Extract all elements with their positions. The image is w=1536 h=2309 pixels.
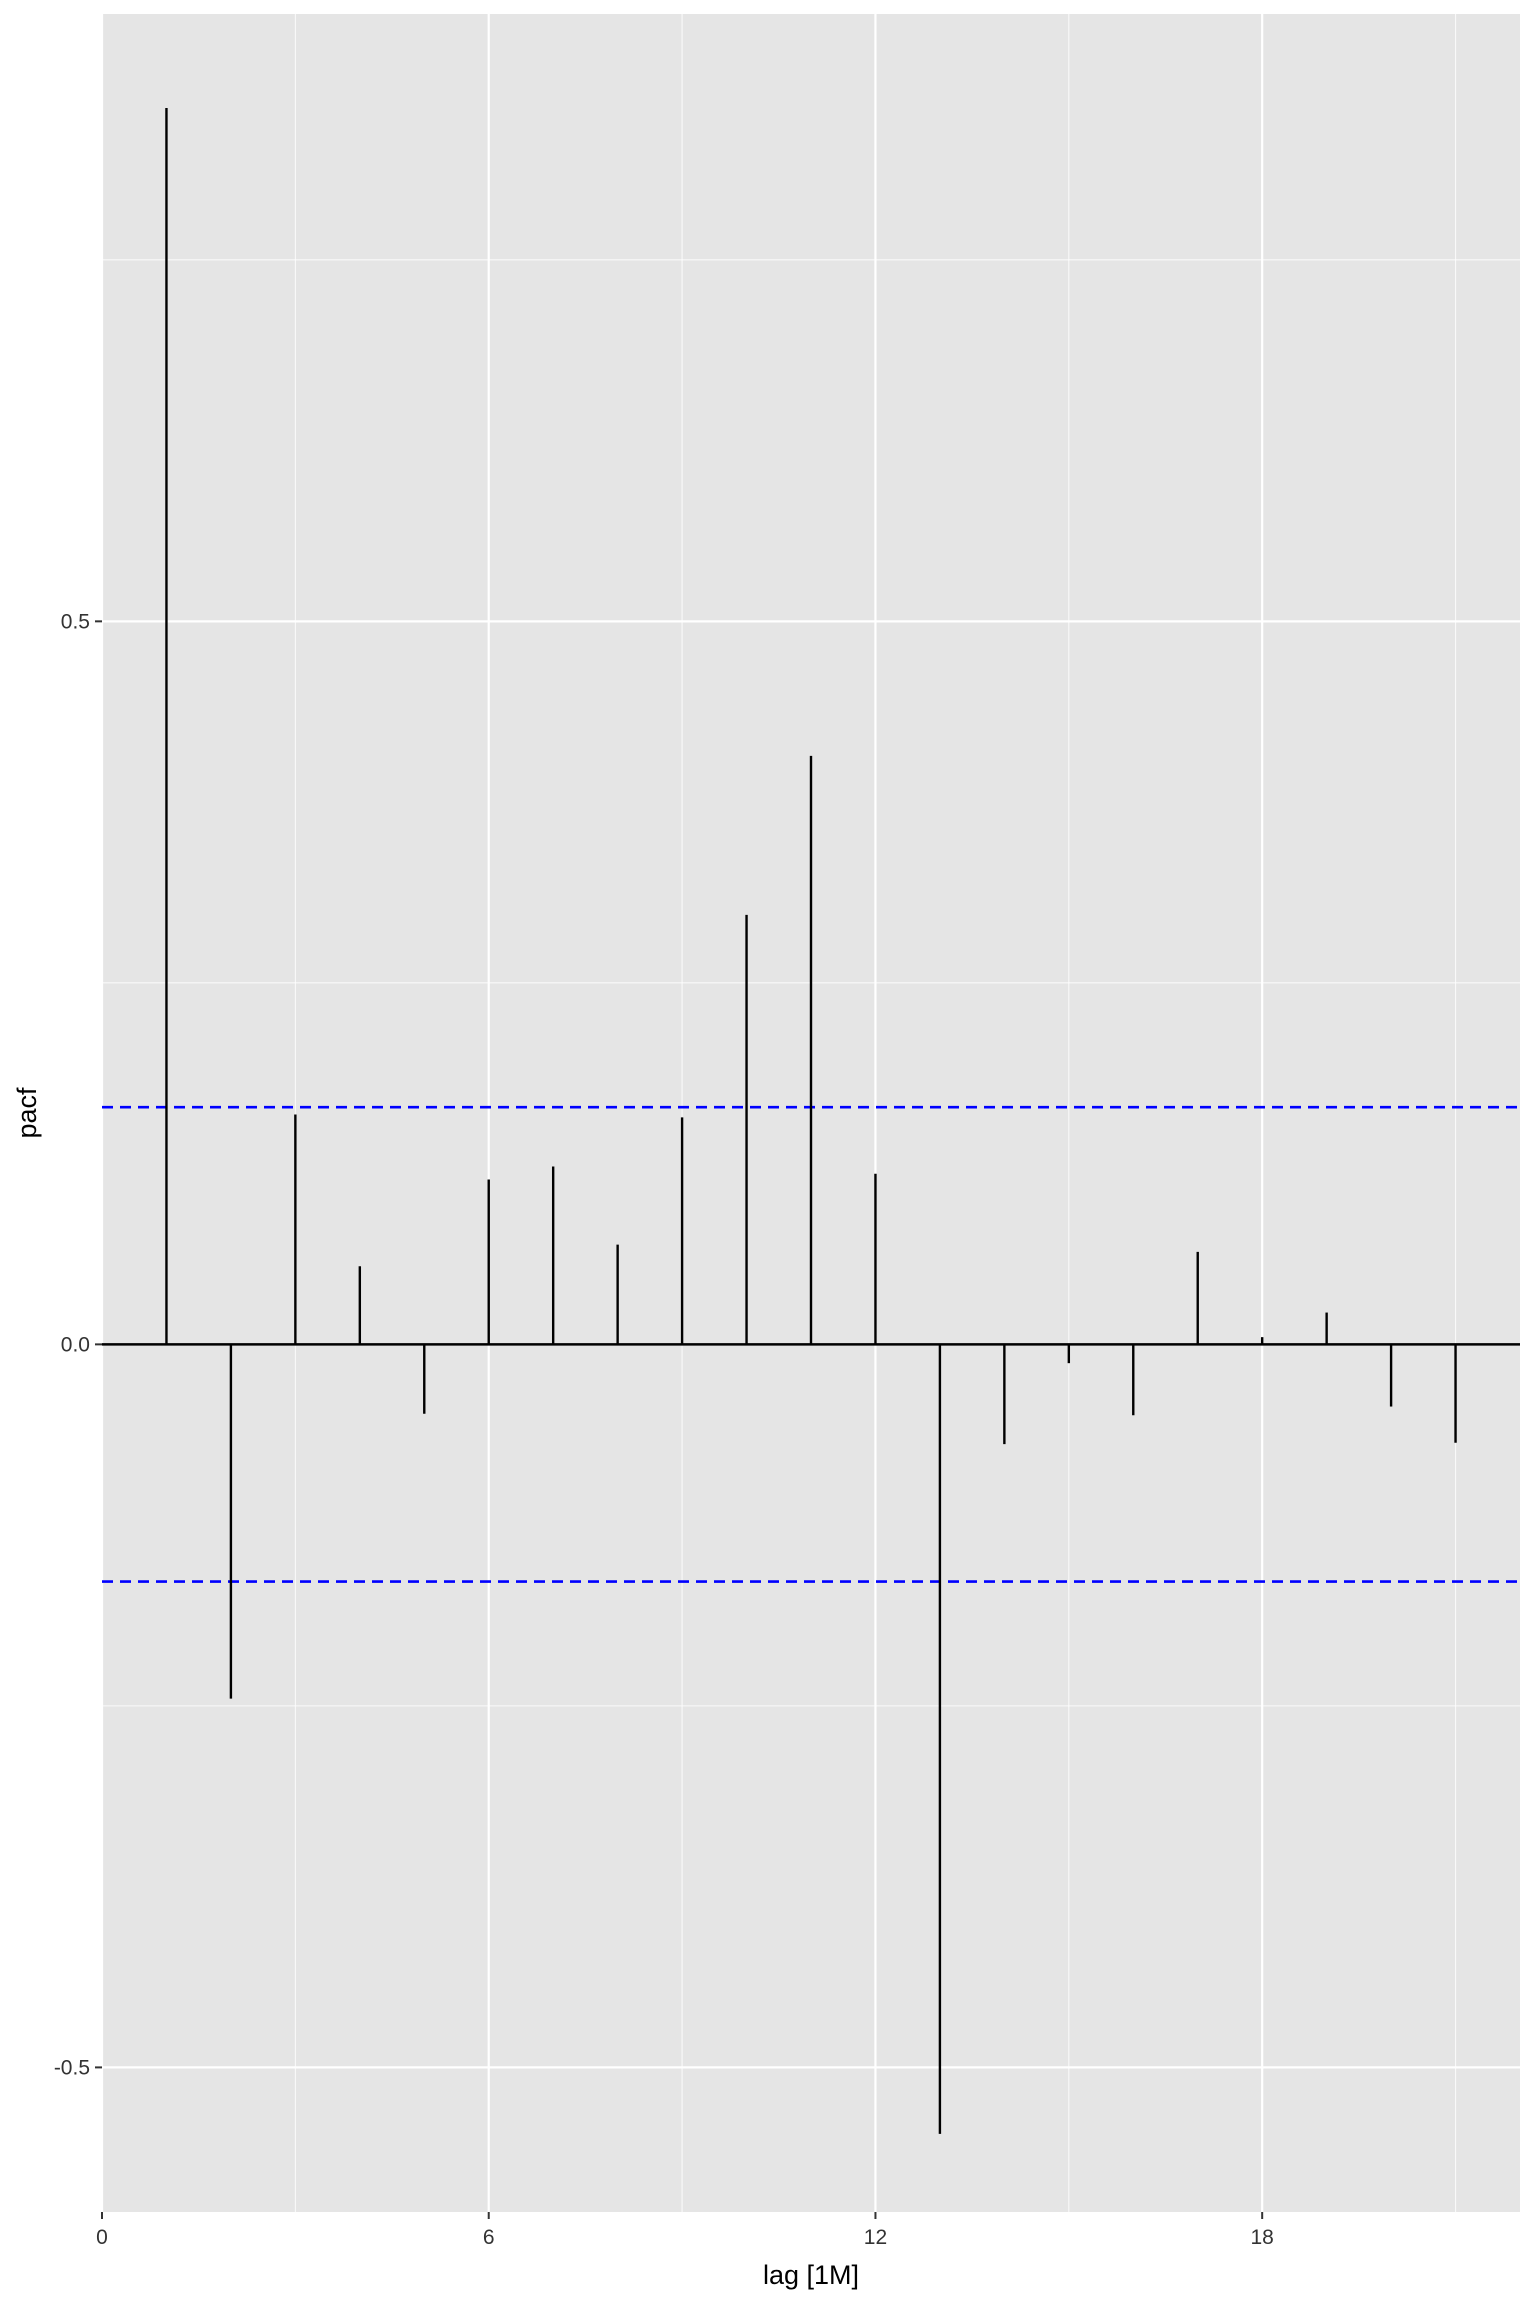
y-tick-label: 0.0 <box>61 1333 90 1356</box>
y-axis-label: pacf <box>12 1087 42 1139</box>
x-tick-label: 0 <box>96 2226 108 2249</box>
x-axis-label: lag [1M] <box>763 2260 859 2290</box>
major-gridlines <box>100 14 1520 2212</box>
pacf-bars <box>165 107 1457 2134</box>
x-tick-label: 12 <box>864 2226 887 2249</box>
x-axis: 0 6 12 18 <box>96 2212 1274 2249</box>
y-tick-label: 0.5 <box>61 610 90 633</box>
y-axis: -0.5 0.0 0.5 <box>54 610 102 2079</box>
y-tick-label: -0.5 <box>54 2056 90 2079</box>
x-tick-label: 6 <box>483 2226 495 2249</box>
x-tick-label: 18 <box>1251 2226 1274 2249</box>
